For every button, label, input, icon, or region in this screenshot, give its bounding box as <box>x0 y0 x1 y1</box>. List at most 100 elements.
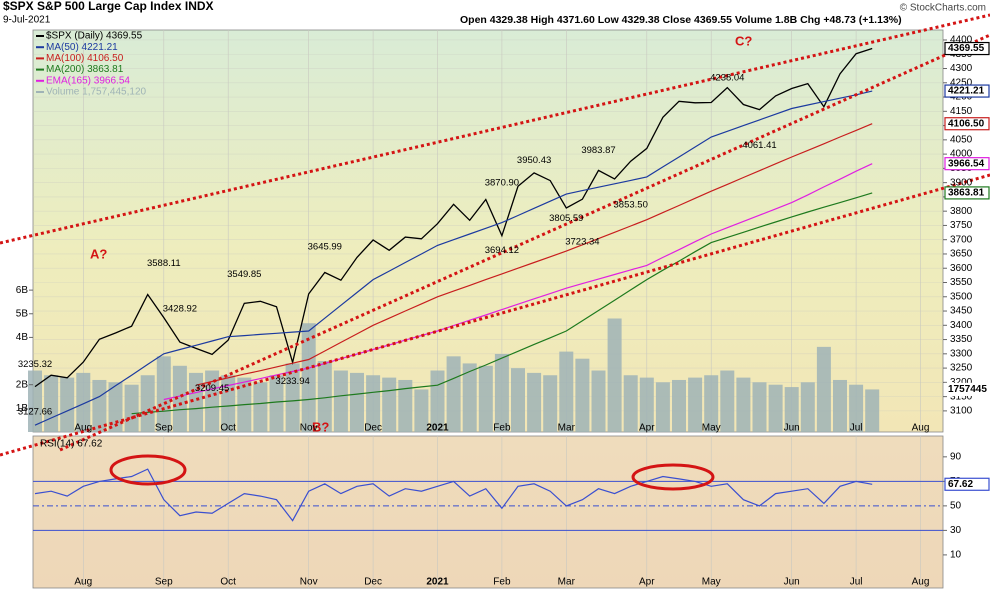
series-line <box>131 192 873 415</box>
value-tag <box>944 382 990 397</box>
x-tick-label: Aug <box>74 577 92 588</box>
volume-bar <box>108 382 123 432</box>
value-tag-label: 3966.54 <box>948 158 985 169</box>
y-tick-label: 3900 <box>950 177 973 188</box>
x-tick-label: Oct <box>220 577 236 588</box>
volume-bar <box>768 384 783 432</box>
volume-bar <box>655 382 670 432</box>
volume-bar <box>833 379 847 432</box>
x-tick-label: Aug <box>912 423 930 434</box>
highlight-ellipse <box>631 463 715 491</box>
volume-bar <box>60 377 75 432</box>
x-tick-label: Sep <box>155 423 173 434</box>
y-tick-label: 3750 <box>950 220 973 231</box>
x-tick-label: Jul <box>850 423 863 434</box>
volume-bar <box>720 370 735 432</box>
annotation: C? <box>735 33 752 48</box>
y-tick-label: 90 <box>950 451 962 462</box>
y-tick-label: 4000 <box>950 149 973 160</box>
volume-bar <box>784 387 799 432</box>
volume-bar <box>172 365 187 432</box>
value-tag <box>944 84 990 98</box>
y-tick-label: 3150 <box>950 391 973 402</box>
x-tick-label: Dec <box>364 577 382 588</box>
y-tick-label: 3800 <box>950 206 973 217</box>
credit: © StockCharts.com <box>900 3 986 14</box>
y-tick-label: 3550 <box>950 277 973 288</box>
x-tick-label: Apr <box>639 423 655 434</box>
upper-trendline <box>0 13 990 245</box>
legend-label: $SPX (Daily) 4369.55 <box>46 31 143 42</box>
price-label: 3428.92 <box>163 304 197 315</box>
volume-bar <box>92 379 107 432</box>
volume-bar <box>816 346 831 432</box>
x-tick-label: Jul <box>850 577 863 588</box>
volume-bar <box>366 375 381 432</box>
price-label: 3870.90 <box>485 177 519 188</box>
volume-bar <box>317 361 332 432</box>
legend-label: Volume 1,757,445,120 <box>46 87 147 98</box>
x-tick-label: Feb <box>493 423 511 434</box>
rsi-panel <box>32 435 944 589</box>
highlights <box>109 454 715 491</box>
annotation: B? <box>312 419 329 434</box>
y-tick-label: 4250 <box>950 77 973 88</box>
volume-bar <box>559 351 574 432</box>
legend-label: MA(50) 4221.21 <box>46 42 118 53</box>
x-tick-label: Apr <box>639 577 655 588</box>
steep-trendline <box>59 33 990 452</box>
x-tick-label: Aug <box>74 423 92 434</box>
x-tick-label: Mar <box>558 423 576 434</box>
volume-bar <box>76 372 91 432</box>
volume-tick-label: 2B <box>16 379 29 390</box>
legend-label: MA(200) 3863.81 <box>46 64 124 75</box>
x-tick-label: Feb <box>493 577 511 588</box>
y-tick-label: 4050 <box>950 134 973 145</box>
value-tag-label: 4221.21 <box>948 86 985 97</box>
x-tick-label: May <box>702 577 721 588</box>
x-tick-label: 2021 <box>426 577 449 588</box>
quote: Open 4329.38 High 4371.60 Low 4329.38 Cl… <box>460 14 902 26</box>
y-tick-label: 4150 <box>950 106 973 117</box>
volume-bar <box>494 353 509 432</box>
volume-bar <box>382 377 397 432</box>
y-tick-label: 4400 <box>950 35 973 46</box>
x-tick-label: Jun <box>784 577 800 588</box>
volume-bar <box>704 375 719 432</box>
series-line <box>163 163 873 401</box>
volume-bar <box>478 365 493 432</box>
y-tick-label: 3700 <box>950 234 973 245</box>
volume-bar <box>285 363 300 432</box>
highlight-ellipse <box>109 454 187 486</box>
rsi-title: RSI(14) 67.62 <box>40 439 103 450</box>
y-tick-label: 3650 <box>950 249 973 260</box>
y-tick-label: 3350 <box>950 334 973 345</box>
volume-bar <box>301 323 316 432</box>
volume-bar <box>156 356 171 432</box>
y-tick-label: 3400 <box>950 320 973 331</box>
x-tick-label: Sep <box>155 577 173 588</box>
price-label: 3645.99 <box>308 242 342 253</box>
volume-bar <box>575 358 590 432</box>
y-tick-label: 30 <box>950 525 962 536</box>
volume-bar <box>865 389 880 432</box>
series-line <box>34 468 873 522</box>
value-tag <box>944 186 990 200</box>
legend-label: EMA(165) 3966.54 <box>46 75 130 86</box>
volume-bar <box>462 363 477 432</box>
x-tick-label: Nov <box>300 577 318 588</box>
plot-layer <box>28 30 947 588</box>
volume-bar <box>205 370 220 432</box>
volume-bar <box>350 372 364 432</box>
price-label: 3694.12 <box>485 245 519 256</box>
volume-bar <box>752 382 767 432</box>
y-tick-label: 3200 <box>950 377 973 388</box>
x-tick-label: Oct <box>220 423 236 434</box>
series-line <box>34 90 873 426</box>
volume-bar <box>398 379 413 432</box>
volume-bar <box>800 382 815 432</box>
value-tag <box>944 477 990 491</box>
volume-tick-label: 1B <box>16 403 29 414</box>
volume-bar <box>333 370 348 432</box>
